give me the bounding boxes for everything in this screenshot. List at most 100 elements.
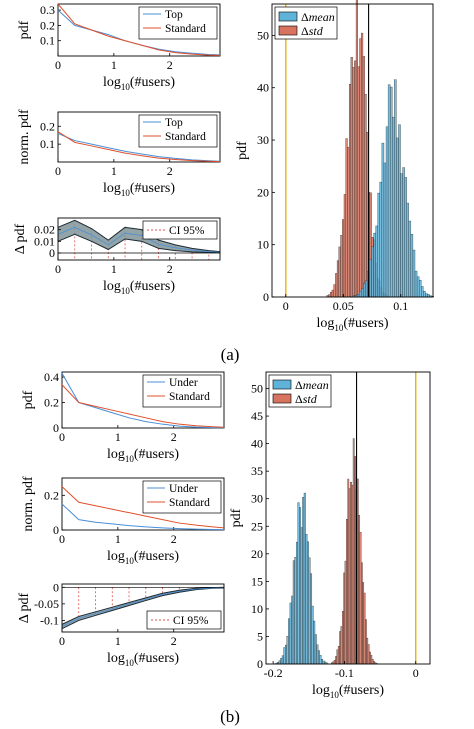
- y-tick-label: 0: [53, 580, 59, 594]
- xlabel-rest: (#users): [134, 447, 179, 462]
- legend-label: Standard: [165, 131, 206, 143]
- hist-series-mean: [275, 492, 328, 665]
- legend-prefix: Δ: [301, 10, 309, 24]
- y-tick-label: 15: [251, 574, 263, 588]
- y-tick-label: 50: [257, 28, 269, 42]
- y-tick-label: 0.2: [44, 396, 59, 410]
- legend-swatch: [278, 11, 298, 22]
- hist-bar: [308, 557, 311, 665]
- hist-bar: [356, 478, 359, 665]
- legend-label: Δstd: [295, 392, 318, 406]
- x-axis-label: log10(#users): [107, 549, 179, 566]
- x-axis-label: log10(#users): [103, 181, 175, 198]
- x-tick-label: 0: [55, 164, 61, 178]
- legend-label: Top: [165, 117, 183, 129]
- y-axis-label: Δ pdf: [13, 223, 28, 254]
- delta-chart-2: 0 1 2 00.010.02 CI 95% Δ pdf log10(#users): [13, 217, 221, 296]
- hist-bar: [348, 488, 351, 665]
- x-tick-label: 2: [167, 262, 173, 276]
- y-tick-label: 0.1: [40, 137, 55, 151]
- hist-bar: [379, 181, 383, 298]
- hist-bar: [288, 618, 291, 665]
- legend-label: Top: [165, 9, 183, 21]
- hist-bar: [412, 249, 416, 298]
- hist-bar: [302, 497, 305, 665]
- hist-bar: [343, 572, 346, 665]
- legend-label: CI 95%: [169, 225, 205, 237]
- hist-bar: [354, 456, 356, 665]
- y-tick-label: -0.05: [34, 597, 59, 611]
- y-axis-label: Δ pdf: [17, 592, 32, 623]
- hist-bar: [404, 177, 407, 298]
- line-chart-5: 0 1 2 0 0.2 Under Standard norm. pdf log10(#user…: [21, 476, 225, 566]
- legend-label: Standard: [169, 497, 210, 509]
- hist-bar: [355, 0, 358, 298]
- hist-bar: [363, 283, 366, 298]
- y-tick-label: 0.2: [40, 18, 55, 32]
- hist-bar: [414, 270, 418, 298]
- hist-bar: [333, 284, 336, 298]
- hist-bar: [342, 219, 345, 298]
- legend-label: Δmean: [301, 10, 335, 24]
- x-tick-label: 1: [115, 532, 121, 546]
- hist-bar: [294, 557, 297, 665]
- hist-bar: [336, 649, 339, 665]
- xlabel-rest: (#users): [339, 683, 384, 698]
- hist-bar: [347, 478, 350, 665]
- legend-box: [142, 374, 222, 408]
- y-tick-label: 20: [251, 547, 263, 561]
- legend-name: mean: [309, 10, 335, 24]
- hist-bar: [365, 619, 367, 665]
- hist-bar: [342, 610, 344, 665]
- x-tick-label: 0.05: [333, 299, 354, 313]
- x-tick-label: 1: [111, 164, 117, 178]
- hist-bar: [310, 573, 313, 665]
- y-tick-label: 0: [53, 421, 59, 435]
- x-tick-label: 0: [413, 666, 419, 680]
- xlabel-log: log: [107, 549, 125, 564]
- xlabel-log: log: [103, 181, 121, 196]
- hist-bar: [396, 137, 399, 298]
- series-line-standard: [57, 131, 221, 163]
- legend-name: std: [309, 24, 324, 38]
- x-tick-label: 1: [115, 634, 121, 648]
- hist-bar: [410, 234, 414, 298]
- hist-bar: [300, 527, 303, 665]
- panel-label-a: (a): [221, 345, 240, 364]
- x-axis-label: log10(#users): [103, 75, 175, 92]
- axes-box: [57, 111, 221, 163]
- mean-line: [61, 587, 225, 627]
- legend-box: [142, 480, 222, 514]
- hist-bar: [387, 84, 391, 298]
- xlabel-rest: (#users): [130, 75, 175, 90]
- hist-bar: [350, 57, 353, 298]
- axes-box: [265, 371, 431, 665]
- legend-prefix: Δ: [301, 24, 309, 38]
- legend-box: [142, 220, 218, 240]
- legend-name: std: [303, 392, 318, 406]
- hist-bar: [362, 582, 365, 665]
- y-axis-label: pdf: [229, 508, 244, 527]
- xlabel-subscript: 10: [125, 556, 135, 566]
- hist-bar: [306, 541, 309, 665]
- y-tick-label: -0.1: [40, 613, 59, 627]
- x-tick-label: 0: [55, 58, 61, 72]
- xlabel-log: log: [103, 279, 121, 294]
- x-tick-label: 0: [59, 430, 65, 444]
- legend-label: Standard: [169, 391, 210, 403]
- hist-bar: [314, 634, 317, 665]
- hist-bar: [381, 142, 385, 298]
- legend-label: CI 95%: [173, 615, 209, 627]
- hist-bar: [316, 644, 319, 665]
- xlabel-subscript: 10: [125, 658, 135, 668]
- x-tick-label: 2: [167, 58, 173, 72]
- hist-bar: [352, 438, 355, 665]
- xlabel-subscript: 10: [121, 188, 131, 198]
- x-axis-label: log10(#users): [103, 279, 175, 296]
- ci-upper-line: [61, 586, 225, 625]
- hist-bar: [398, 124, 401, 298]
- hist-bar: [280, 658, 283, 665]
- series-line-standard: [57, 3, 221, 56]
- hist-bar: [365, 280, 368, 298]
